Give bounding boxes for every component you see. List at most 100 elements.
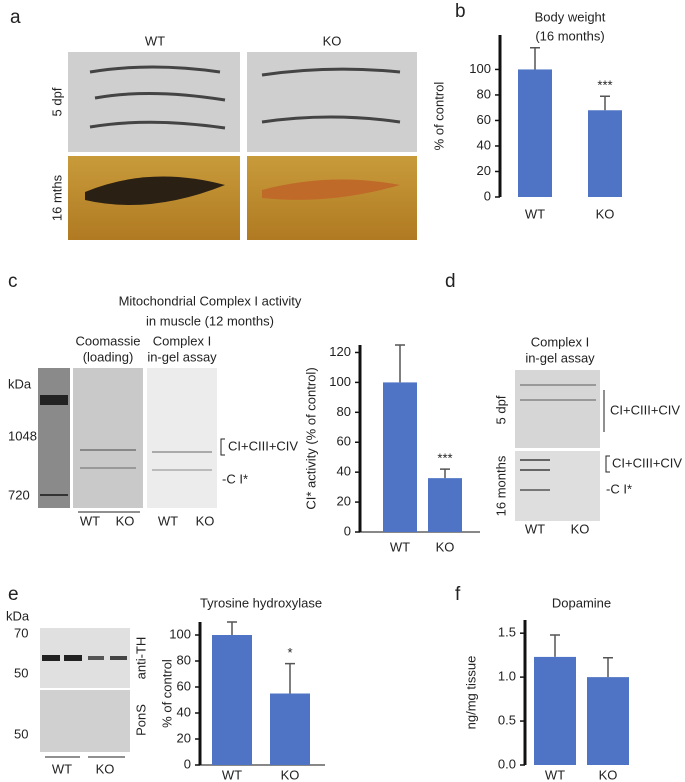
- y-tick-label: 0: [484, 188, 491, 203]
- x-tick-label: KO: [596, 206, 615, 221]
- error-bar: [603, 657, 613, 678]
- marker-lane: [38, 368, 70, 508]
- x-tick-label: WT: [222, 767, 242, 782]
- x-tick-label: KO: [281, 767, 300, 782]
- chart-title: Dopamine: [552, 595, 611, 610]
- x-tick-label: WT: [545, 767, 565, 782]
- fish: [85, 176, 225, 205]
- y-tick-label: 120: [329, 344, 351, 359]
- x-tick-label: KO: [436, 539, 455, 554]
- y-tick-label: 40: [337, 464, 351, 479]
- label: 5 dpf: [49, 87, 64, 116]
- label: in-gel assay: [525, 350, 595, 365]
- panel-letter: a: [10, 7, 21, 28]
- y-tick-label: 20: [477, 163, 491, 178]
- chart-title: Tyrosine hydroxylase: [200, 595, 322, 610]
- x-tick-label: WT: [390, 539, 410, 554]
- panel-letter: d: [445, 271, 456, 292]
- significance: ***: [437, 451, 452, 466]
- label: WT: [158, 513, 178, 528]
- gel: [515, 370, 600, 448]
- y-tick-label: 80: [337, 404, 351, 419]
- y-tick-label: 0: [344, 523, 351, 538]
- error-bar: [550, 634, 560, 657]
- coomassie-gel: [73, 368, 143, 508]
- panel-letter: b: [455, 1, 466, 22]
- x-tick-label: KO: [599, 767, 618, 782]
- y-tick-label: 20: [177, 730, 191, 745]
- y-axis-label: % of control: [159, 659, 174, 728]
- error-bar: [227, 621, 237, 635]
- panel-letter: e: [8, 584, 19, 605]
- error-bar: [395, 344, 405, 383]
- y-tick-label: 100: [469, 61, 491, 76]
- y-tick-label: 40: [177, 704, 191, 719]
- bracket: [605, 455, 610, 473]
- label: Coomassie: [75, 333, 140, 348]
- label: 50: [14, 726, 28, 741]
- y-axis-label: % of control: [431, 82, 446, 151]
- y-tick-label: 60: [477, 112, 491, 127]
- label: in-gel assay: [147, 349, 217, 364]
- y-tick-label: 100: [329, 374, 351, 389]
- bar: [383, 382, 417, 532]
- chart-subtitle: (16 months): [535, 28, 604, 43]
- label: CI+CIII+CIV: [228, 438, 298, 453]
- label: KO: [116, 513, 135, 528]
- error-bar: [285, 662, 295, 694]
- in-gel-assay: [147, 368, 217, 508]
- label: WT: [145, 33, 165, 48]
- error-bar: [530, 47, 540, 70]
- y-tick-label: 1.5: [498, 625, 516, 640]
- y-tick-label: 0.0: [498, 756, 516, 771]
- error-bar: [440, 468, 450, 479]
- label: WT: [52, 761, 72, 776]
- label: (loading): [83, 349, 134, 364]
- bar: [428, 478, 462, 532]
- gel-bands: [520, 384, 596, 491]
- panel-letter: f: [455, 584, 461, 605]
- label: 50: [14, 665, 28, 680]
- y-tick-label: 60: [177, 678, 191, 693]
- y-tick-label: 80: [477, 86, 491, 101]
- y-axis-label: CI* activity (% of control): [303, 367, 318, 509]
- bar: [270, 693, 310, 765]
- label: Complex I: [531, 334, 590, 349]
- label: kDa: [6, 608, 30, 623]
- significance: ***: [597, 78, 612, 93]
- label: CI+CIII+CIV: [610, 402, 680, 417]
- label: in muscle (12 months): [146, 313, 274, 328]
- larvae-image: [68, 52, 240, 152]
- bracket: [220, 438, 225, 456]
- bar: [588, 110, 622, 197]
- label: 16 months: [493, 455, 508, 516]
- label: KO: [323, 33, 342, 48]
- bar: [587, 677, 629, 765]
- label: 5 dpf: [493, 395, 508, 424]
- significance: *: [287, 645, 292, 660]
- label: 720: [8, 487, 30, 502]
- panel-letter: c: [8, 271, 18, 292]
- y-tick-label: 0: [184, 756, 191, 771]
- y-tick-label: 1.0: [498, 669, 516, 684]
- blot: [40, 690, 130, 752]
- label: WT: [80, 513, 100, 528]
- y-tick-label: 40: [477, 137, 491, 152]
- x-tick-label: WT: [525, 206, 545, 221]
- y-tick-label: 100: [169, 626, 191, 641]
- fish: [262, 179, 400, 200]
- label: KO: [196, 513, 215, 528]
- label: Complex I: [153, 333, 212, 348]
- label: anti-TH: [133, 637, 148, 680]
- label: PonS: [133, 704, 148, 736]
- chart-title: Body weight: [535, 9, 606, 24]
- gel-bands: [40, 395, 212, 496]
- label: KO: [96, 761, 115, 776]
- label: kDa: [8, 376, 32, 391]
- label: 16 mths: [49, 174, 64, 221]
- label: 70: [14, 625, 28, 640]
- error-bar: [600, 95, 610, 111]
- label: -C I*: [606, 481, 632, 496]
- y-axis-label: ng/mg tissue: [463, 656, 478, 730]
